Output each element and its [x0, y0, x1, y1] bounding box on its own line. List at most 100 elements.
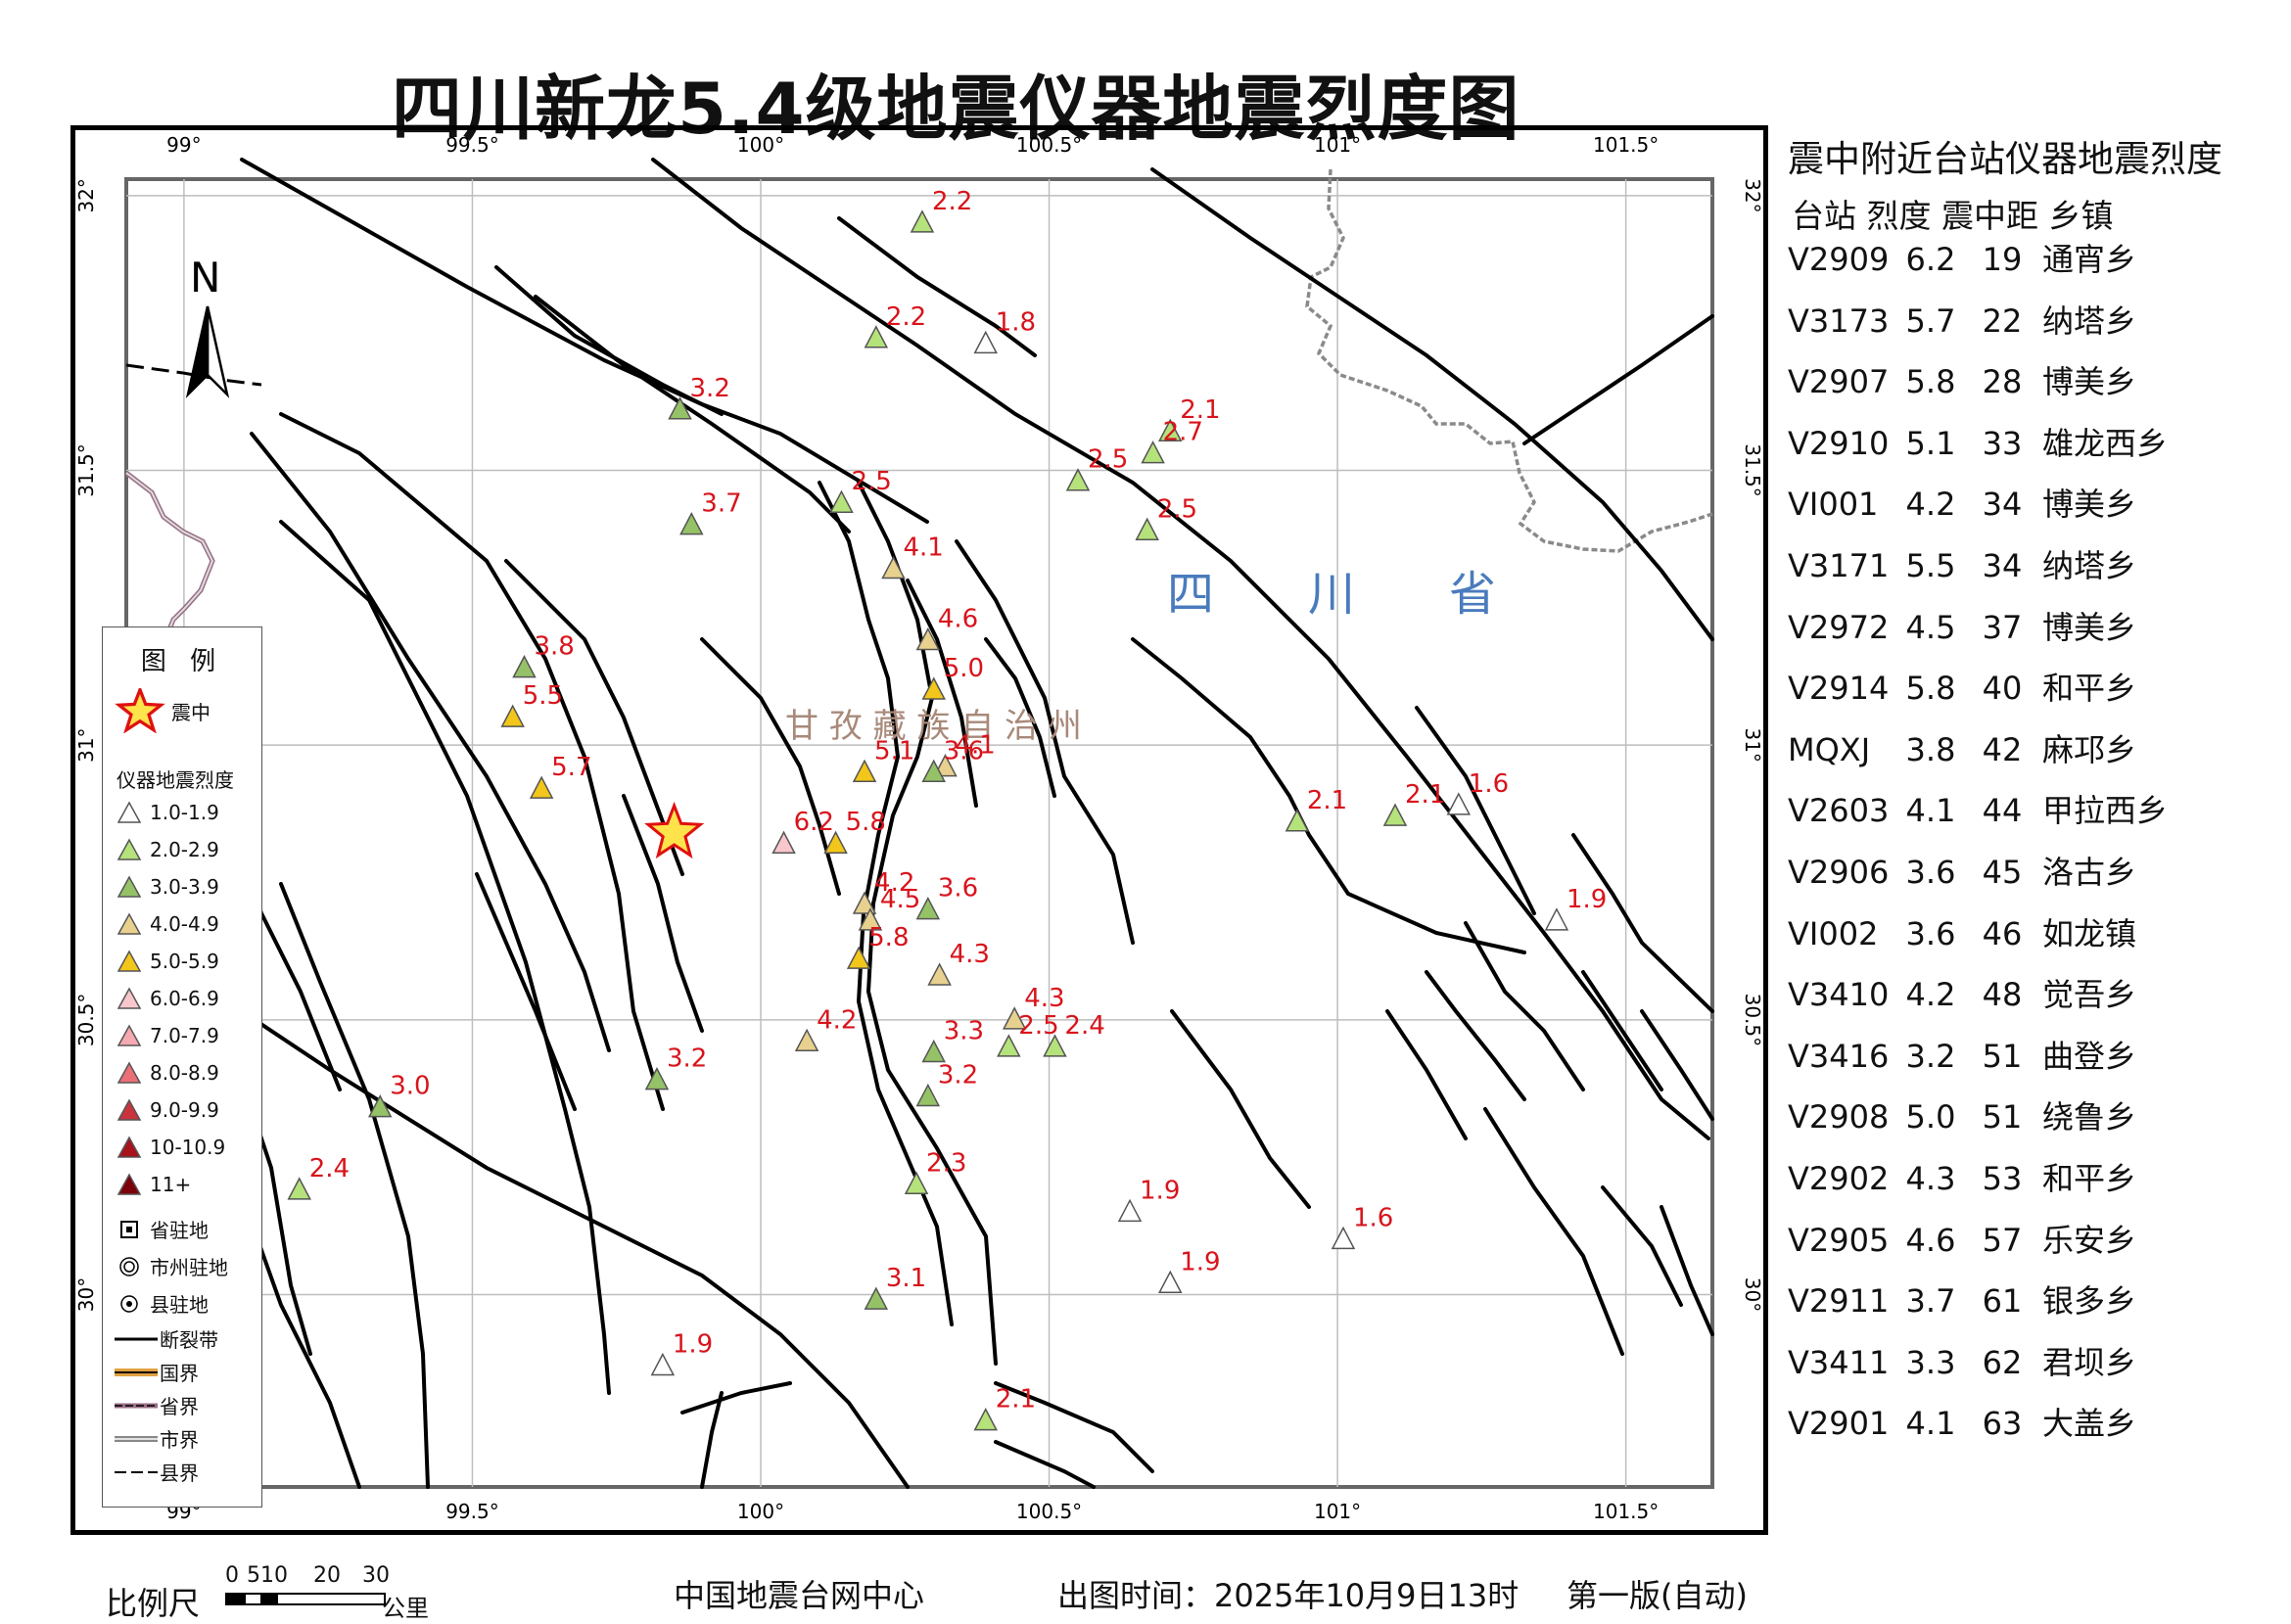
station-town: 博美乡 — [2042, 486, 2137, 524]
station-intensity-label: 2.3 — [926, 1148, 966, 1178]
station-marker[interactable]: 3.1 — [864, 1264, 926, 1310]
station-marker[interactable]: 5.8 — [846, 923, 910, 969]
triangle-icon — [117, 1098, 142, 1121]
station-intensity-label: 3.7 — [701, 489, 741, 519]
station-marker[interactable]: 1.8 — [973, 307, 1036, 354]
legend-place-province: 省驻地 — [115, 1215, 209, 1243]
star-icon — [115, 688, 165, 733]
station-dist: 33 — [1982, 424, 2023, 462]
station-intensity-label: 5.1 — [874, 736, 914, 766]
station-marker[interactable]: 3.6 — [921, 736, 984, 783]
station-marker[interactable]: 1.9 — [1544, 885, 1607, 931]
station-marker[interactable]: 5.1 — [852, 736, 914, 783]
lat-label-right: 31° — [1741, 727, 1763, 762]
station-marker[interactable]: 3.8 — [512, 632, 575, 678]
station-marker[interactable]: 3.0 — [367, 1072, 431, 1118]
station-marker[interactable]: 2.5 — [1065, 445, 1128, 491]
station-marker[interactable]: 3.2 — [668, 374, 730, 420]
station-marker[interactable]: 4.2 — [794, 1005, 857, 1052]
station-marker[interactable]: 3.2 — [644, 1044, 707, 1090]
legend-line-label: 省界 — [160, 1395, 199, 1418]
station-marker[interactable]: 2.4 — [287, 1154, 350, 1200]
triangle-icon — [117, 1136, 142, 1158]
legend-line-city: 市界 — [115, 1424, 199, 1453]
station-dist: 45 — [1982, 854, 2023, 891]
triangle-icon — [117, 1061, 142, 1084]
station-marker[interactable]: 4.2 — [852, 868, 914, 914]
station-intensity-label: 5.7 — [551, 753, 591, 782]
station-marker[interactable]: 1.9 — [650, 1330, 713, 1376]
station-marker[interactable]: 2.5 — [1135, 494, 1197, 541]
station-intensity: 3.6 — [1905, 914, 1956, 952]
station-marker[interactable]: 4.1 — [933, 731, 996, 777]
triangle-icon — [1043, 1034, 1067, 1057]
station-marker[interactable]: 2.4 — [1043, 1011, 1105, 1057]
station-marker[interactable]: 5.5 — [500, 681, 563, 727]
map-frame[interactable]: 99° 99° 99.5° 99.5° 100° 100° 100.5° 100.5° 101°… — [70, 125, 1768, 1535]
station-marker[interactable]: 4.3 — [1002, 984, 1065, 1030]
station-marker[interactable]: 2.2 — [864, 302, 926, 348]
station-town: 雄龙西乡 — [2042, 424, 2169, 462]
station-marker[interactable]: 4.3 — [927, 940, 990, 986]
station-code: V3173 — [1788, 302, 1890, 340]
station-dist: 34 — [1982, 486, 2023, 524]
station-marker[interactable]: 3.6 — [915, 874, 978, 920]
station-marker[interactable]: 3.7 — [679, 489, 742, 535]
station-marker[interactable]: 2.5 — [997, 1011, 1059, 1057]
station-marker[interactable]: 2.1 — [1158, 395, 1221, 441]
station-marker[interactable]: 2.7 — [1141, 418, 1203, 464]
station-marker[interactable]: 1.9 — [1117, 1176, 1180, 1223]
station-intensity: 3.6 — [1905, 854, 1956, 891]
station-intensity-label: 4.6 — [938, 605, 978, 634]
station-marker[interactable]: 5.8 — [823, 808, 886, 854]
station-marker[interactable]: 2.2 — [910, 187, 972, 233]
station-town: 乐安乡 — [2042, 1221, 2137, 1259]
station-marker[interactable]: 2.1 — [1382, 780, 1445, 826]
lat-label-right: 31.5° — [1741, 443, 1763, 497]
station-intensity-label: 4.2 — [817, 1005, 857, 1035]
north-label: N — [190, 254, 220, 302]
station-marker[interactable]: 6.2 — [771, 808, 834, 854]
station-marker[interactable]: 1.9 — [1158, 1247, 1221, 1294]
station-marker[interactable]: 4.1 — [881, 534, 944, 580]
station-town: 纳塔乡 — [2042, 547, 2137, 584]
station-marker[interactable]: 2.5 — [829, 467, 892, 513]
prefecture-label: 甘 孜 藏 族 自 治 州 — [785, 707, 1082, 746]
scale-bar: 0 5 10 20 30 公里 — [225, 1563, 441, 1622]
legend-line-county: 县界 — [115, 1458, 199, 1486]
station-marker[interactable]: 4.6 — [915, 605, 978, 651]
station-marker[interactable]: 2.1 — [973, 1385, 1036, 1431]
station-intensity-label: 3.8 — [534, 632, 574, 662]
station-intensity-label: 6.2 — [794, 808, 834, 837]
triangle-icon — [644, 1066, 670, 1090]
map-canvas[interactable]: 99°99°99.5°99.5°100°100°100.5°100.5°101°… — [75, 130, 1763, 1530]
legend-class-row: 10-10.9 — [115, 1135, 225, 1160]
legend-class-label: 6.0-6.9 — [150, 987, 219, 1010]
triangle-icon — [1135, 517, 1159, 541]
station-intensity-label: 2.5 — [1018, 1011, 1058, 1041]
triangle-icon — [864, 325, 889, 348]
station-marker[interactable]: 1.6 — [1331, 1203, 1393, 1250]
station-marker[interactable]: 5.7 — [529, 753, 592, 799]
station-marker[interactable]: 2.1 — [1285, 786, 1347, 832]
lon-label-top: 100° — [737, 133, 784, 157]
station-intensity-label: 1.9 — [673, 1330, 713, 1360]
station-town: 博美乡 — [2042, 363, 2137, 401]
station-marker[interactable]: 3.3 — [921, 1017, 984, 1063]
triangle-icon — [117, 912, 142, 935]
station-marker[interactable]: 5.0 — [921, 654, 984, 700]
north-arrow: N — [185, 254, 230, 398]
epicenter-star-icon[interactable] — [644, 801, 705, 859]
station-code: V2972 — [1788, 608, 1890, 646]
station-intensity: 3.2 — [1905, 1037, 1956, 1075]
station-marker[interactable]: 4.5 — [858, 885, 920, 931]
province-boundary — [1305, 168, 1713, 553]
station-town: 博美乡 — [2042, 608, 2137, 646]
station-intensity-label: 3.1 — [886, 1264, 926, 1293]
station-marker[interactable]: 3.2 — [915, 1060, 978, 1107]
station-town: 如龙镇 — [2042, 914, 2137, 952]
station-marker[interactable]: 2.3 — [904, 1148, 966, 1195]
station-marker[interactable]: 1.6 — [1446, 769, 1509, 815]
station-dist: 34 — [1982, 547, 2023, 584]
lat-label-left: 31° — [75, 727, 98, 762]
